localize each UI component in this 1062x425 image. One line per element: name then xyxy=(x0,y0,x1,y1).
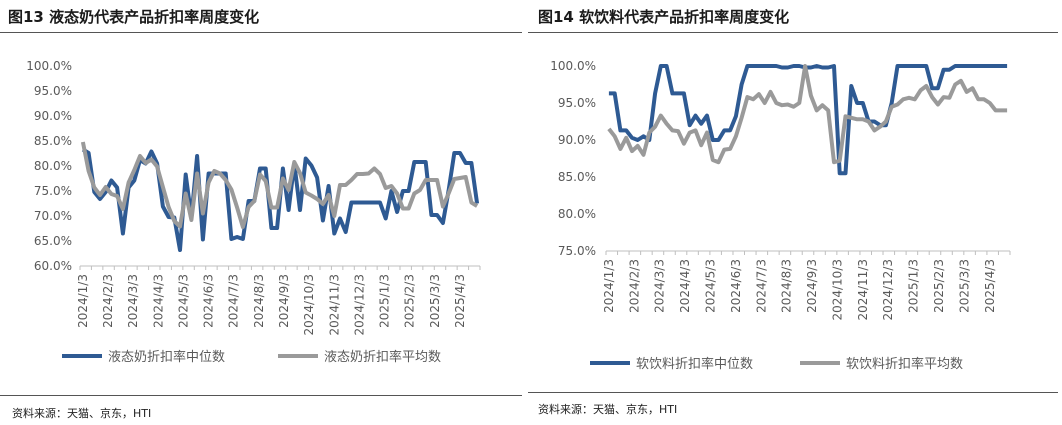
x-tick-label: 2024/4/3 xyxy=(151,274,165,328)
y-tick-label: 70.0% xyxy=(34,209,72,223)
x-tick-label: 2025/4/3 xyxy=(983,259,997,313)
y-tick-label: 95.0% xyxy=(34,84,72,98)
legend-mean-label: 液态奶折扣率平均数 xyxy=(324,349,441,365)
x-tick-label: 2024/7/3 xyxy=(754,259,768,313)
legend-median-label: 软饮料折扣率中位数 xyxy=(636,356,753,372)
figure-13-bottom-rule xyxy=(0,395,522,396)
mean-series-line xyxy=(607,64,1008,165)
figure-13-panel: 图13 液态奶代表产品折扣率周度变化 60.0% 65.0% 70.0% 75.0% 8… xyxy=(0,0,522,425)
x-tick-label: 2024/2/3 xyxy=(101,274,115,328)
x-tick-label: 2024/6/3 xyxy=(729,259,743,313)
figure-14-bottom-rule xyxy=(528,392,1058,393)
x-tick-label: 2024/7/3 xyxy=(227,274,241,328)
y-tick-label: 85.0% xyxy=(558,170,596,184)
y-tick-label: 80.0% xyxy=(34,159,72,173)
x-tick-label: 2024/11/3 xyxy=(856,259,870,321)
y-tick-label: 90.0% xyxy=(558,133,596,147)
y-tick-label: 95.0% xyxy=(558,96,596,110)
figure-13-title-rule xyxy=(0,32,522,33)
x-tick-label: 2024/11/3 xyxy=(327,274,341,336)
x-tick-label: 2024/8/3 xyxy=(252,274,266,328)
y-tick-label: 65.0% xyxy=(34,234,72,248)
x-tick-label: 2025/1/3 xyxy=(907,259,921,313)
mean-series-line xyxy=(80,141,479,229)
figure-13-source: 资料来源：天猫、京东，HTI xyxy=(12,407,152,420)
x-tick-label: 2024/5/3 xyxy=(176,274,190,328)
x-tick-label: 2025/3/3 xyxy=(957,259,971,313)
median-series-line xyxy=(608,64,1008,176)
x-tick-label: 2024/8/3 xyxy=(780,259,794,313)
x-tick-label: 2024/10/3 xyxy=(302,274,316,336)
x-tick-label: 2024/12/3 xyxy=(352,274,366,336)
y-tick-label: 75.0% xyxy=(558,244,596,258)
figure-14-title: 图14 软饮料代表产品折扣率周度变化 xyxy=(538,8,790,26)
figure-14-panel: 图14 软饮料代表产品折扣率周度变化 75.0% 80.0% 85.0% 90.0% 9… xyxy=(528,0,1062,425)
x-tick-label: 2024/5/3 xyxy=(703,259,717,313)
legend-median-label: 液态奶折扣率中位数 xyxy=(108,349,225,365)
x-tick-label: 2024/1/3 xyxy=(76,274,90,328)
y-tick-label: 75.0% xyxy=(34,184,72,198)
x-tick-label: 2024/4/3 xyxy=(678,259,692,313)
y-tick-label: 90.0% xyxy=(34,109,72,123)
x-tick-label: 2025/2/3 xyxy=(403,274,417,328)
figure-14-source: 资料来源：天猫、京东，HTI xyxy=(538,403,678,416)
x-tick-label: 2024/3/3 xyxy=(126,274,140,328)
x-tick-label: 2024/9/3 xyxy=(805,259,819,313)
y-tick-label: 60.0% xyxy=(34,259,72,273)
figure-14-chart: 75.0% 80.0% 85.0% 90.0% 95.0% 100.0% 2024/1/3 2… xyxy=(550,59,1011,372)
x-tick-label: 2024/3/3 xyxy=(653,259,667,313)
x-tick-label: 2025/3/3 xyxy=(428,274,442,328)
y-tick-label: 85.0% xyxy=(34,134,72,148)
figure-13-title: 图13 液态奶代表产品折扣率周度变化 xyxy=(8,8,260,26)
x-tick-label: 2024/9/3 xyxy=(277,274,291,328)
y-tick-label: 100.0% xyxy=(550,59,596,73)
x-tick-label: 2025/1/3 xyxy=(378,274,392,328)
x-tick-label: 2024/12/3 xyxy=(881,259,895,321)
figure-13-chart: 60.0% 65.0% 70.0% 75.0% 80.0% 85.0% 90.0% 95.0%… xyxy=(26,59,481,365)
x-tick-label: 2025/2/3 xyxy=(932,259,946,313)
legend-mean-label: 软饮料折扣率平均数 xyxy=(846,356,963,372)
x-tick-label: 2025/4/3 xyxy=(453,274,467,328)
x-tick-label: 2024/10/3 xyxy=(830,259,844,321)
figure-14-title-rule xyxy=(528,32,1058,33)
x-tick-label: 2024/6/3 xyxy=(202,274,216,328)
x-tick-label: 2024/2/3 xyxy=(627,259,641,313)
x-tick-label: 2024/1/3 xyxy=(602,259,616,313)
y-tick-label: 100.0% xyxy=(26,59,72,73)
y-tick-label: 80.0% xyxy=(558,207,596,221)
